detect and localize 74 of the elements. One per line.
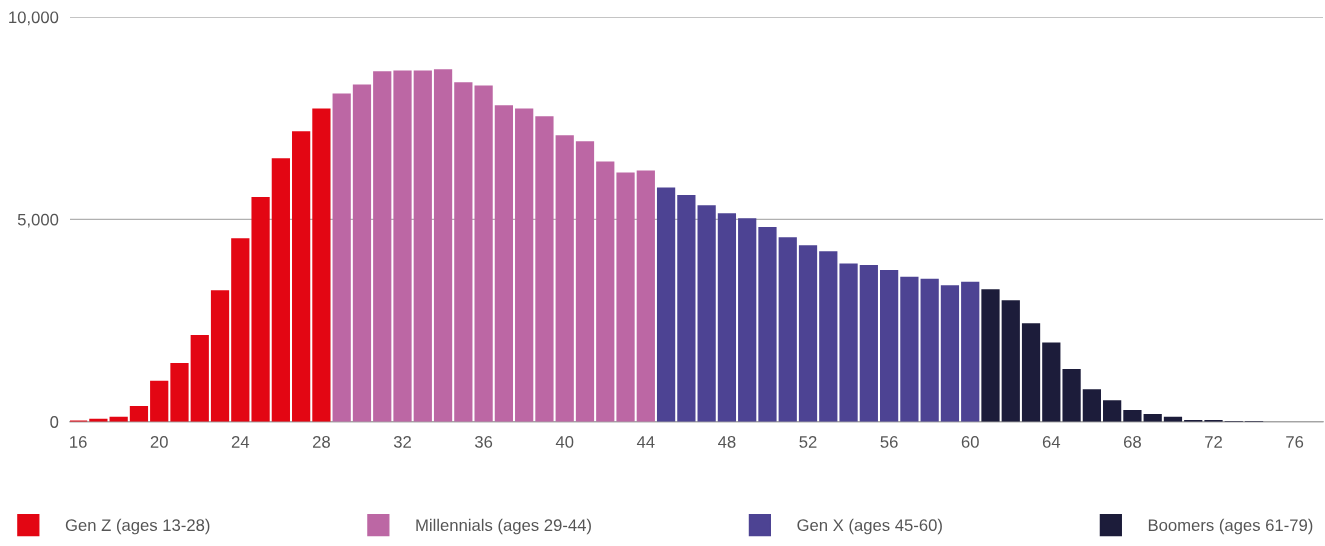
bar	[616, 172, 635, 422]
legend-label: Millennials (ages 29-44)	[416, 518, 591, 535]
y-tick-label: 5,000	[17, 213, 59, 228]
bar	[271, 158, 290, 422]
x-tick-label: 44	[636, 436, 655, 448]
legend-label: Gen Z (ages 13-28)	[65, 518, 210, 535]
x-tick-label: 16	[70, 436, 87, 448]
bar	[920, 278, 939, 422]
bar	[190, 335, 209, 422]
bar	[454, 82, 473, 422]
bar	[1001, 300, 1020, 422]
bar	[636, 170, 655, 422]
bar	[433, 69, 453, 422]
bar	[413, 70, 432, 422]
y-tick-label: 0	[50, 416, 59, 428]
bar	[373, 71, 392, 422]
x-tick-label: 72	[1205, 436, 1222, 448]
bar	[596, 161, 615, 422]
x-tick-label: 40	[555, 436, 574, 448]
bar	[1062, 369, 1081, 422]
bar	[312, 108, 331, 422]
x-tick-label: 56	[880, 436, 898, 448]
bar	[170, 363, 189, 422]
bar	[1042, 342, 1061, 422]
x-tick-label: 76	[1286, 436, 1304, 448]
bar	[555, 135, 574, 422]
legend-label: Boomers (ages 61-79)	[1148, 518, 1313, 535]
x-tick-label: 24	[231, 436, 250, 448]
bar	[1021, 323, 1041, 422]
bar	[738, 218, 757, 422]
bar	[535, 116, 554, 422]
bar	[656, 187, 676, 422]
bar	[292, 131, 311, 422]
bar	[879, 269, 899, 422]
bar	[900, 276, 919, 422]
bar	[839, 263, 858, 422]
bar	[474, 85, 493, 422]
bar	[210, 290, 230, 422]
bar	[758, 227, 777, 422]
bar	[981, 289, 1000, 422]
bar	[150, 380, 169, 422]
x-tick-label: 60	[961, 436, 979, 448]
legend-label: Gen X (ages 45-60)	[797, 518, 942, 535]
bar	[1123, 409, 1142, 422]
bar	[231, 238, 250, 422]
bar	[1082, 389, 1101, 422]
x-tick-label: 64	[1042, 436, 1061, 448]
x-tick-label: 68	[1123, 436, 1141, 448]
x-tick-label: 36	[474, 436, 493, 448]
bar	[1103, 400, 1122, 422]
bar	[961, 281, 980, 422]
x-tick-label: 48	[718, 436, 736, 448]
bar	[859, 265, 878, 422]
bar	[798, 245, 818, 422]
bar	[717, 213, 737, 422]
x-tick-label: 32	[393, 436, 411, 448]
bar	[494, 105, 514, 422]
x-tick-label: 20	[150, 436, 168, 448]
bar	[1143, 414, 1162, 422]
bar	[129, 405, 149, 422]
bar	[940, 285, 960, 422]
bar	[819, 251, 838, 422]
bar	[332, 93, 351, 422]
bar	[778, 237, 797, 422]
bar	[352, 84, 372, 422]
bar	[677, 195, 696, 422]
x-tick-label: 52	[799, 436, 817, 448]
y-tick-label: 10,000	[9, 11, 59, 26]
bar	[251, 197, 270, 422]
bar	[393, 70, 412, 422]
bar	[575, 141, 595, 422]
bar	[515, 108, 534, 422]
x-tick-label: 28	[312, 436, 330, 448]
bar	[697, 205, 716, 422]
